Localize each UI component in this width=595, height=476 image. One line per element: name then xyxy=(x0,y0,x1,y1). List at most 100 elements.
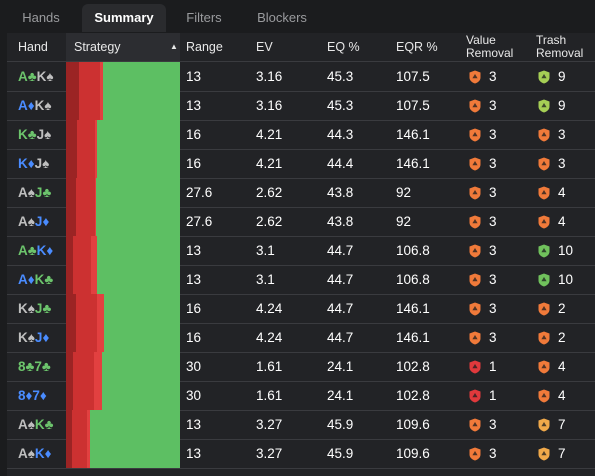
trash-removal-shield-value: 4 xyxy=(558,359,566,374)
column-header-hand[interactable]: Hand xyxy=(18,40,48,54)
table-row[interactable]: 8♣7♣ 30 1.61 24.1 102.8 1 4 xyxy=(7,352,595,382)
sort-ascending-icon[interactable]: ▲ xyxy=(170,42,178,51)
trash-removal-shield-icon xyxy=(538,215,550,229)
eqr-cell: 109.6 xyxy=(396,417,430,432)
strategy-segment-dark-red xyxy=(66,265,73,294)
card-rank: K xyxy=(18,127,28,142)
card-rank: K xyxy=(18,156,28,171)
value-removal-shield-icon xyxy=(469,70,481,84)
table-row[interactable]: 8♦7♦ 30 1.61 24.1 102.8 1 4 xyxy=(7,381,595,411)
card-rank: K xyxy=(34,417,45,432)
range-cell: 16 xyxy=(186,301,202,316)
table-row[interactable]: K♠J♣ 16 4.24 44.7 146.1 3 2 xyxy=(7,294,595,324)
column-header-eqr[interactable]: EQR % xyxy=(396,40,438,54)
table-row[interactable]: A♠K♦ 13 3.27 45.9 109.6 3 7 xyxy=(7,439,595,469)
ev-cell: 3.16 xyxy=(256,69,283,84)
tab-hands[interactable]: Hands xyxy=(22,10,60,25)
card-suit-icon: ♦ xyxy=(42,330,50,345)
strategy-segment-dark-red xyxy=(66,178,76,207)
card-suit-icon: ♣ xyxy=(44,417,54,432)
tab-filters[interactable]: Filters xyxy=(186,10,222,25)
trash-removal-shield-value: 2 xyxy=(558,330,566,345)
table-row[interactable]: A♠J♦ 27.6 2.62 43.8 92 3 4 xyxy=(7,207,595,237)
range-cell: 13 xyxy=(186,446,202,461)
column-header-trash-removal[interactable]: Trash Removal xyxy=(536,34,595,62)
ev-cell: 3.27 xyxy=(256,417,283,432)
hand-cell: A♣K♠ xyxy=(18,62,54,91)
strategy-bar xyxy=(66,439,180,468)
card-suit-icon: ♠ xyxy=(46,69,54,84)
trash-removal-shield-icon xyxy=(538,70,550,84)
hand-cell: A♠K♣ xyxy=(18,410,54,439)
card-rank: K xyxy=(34,446,45,461)
ev-cell: 1.61 xyxy=(256,359,283,374)
eqr-cell: 146.1 xyxy=(396,156,430,171)
strategy-segment-green xyxy=(103,62,180,91)
value-removal-shield-value: 3 xyxy=(489,156,497,171)
table-row[interactable]: A♦K♠ 13 3.16 45.3 107.5 3 9 xyxy=(7,91,595,121)
table-row[interactable]: K♠J♦ 16 4.24 44.7 146.1 3 2 xyxy=(7,323,595,353)
card-rank: K xyxy=(36,69,47,84)
trash-removal-shield-icon xyxy=(538,418,550,432)
value-removal-shield-icon xyxy=(469,99,481,113)
table-row[interactable]: K♦J♠ 16 4.21 44.4 146.1 3 3 xyxy=(7,149,595,179)
value-removal-shield-value: 3 xyxy=(489,417,497,432)
card-rank: 8 xyxy=(18,359,26,374)
value-removal-shield-icon xyxy=(469,418,481,432)
ev-cell: 4.21 xyxy=(256,156,283,171)
value-removal-shield-value: 3 xyxy=(489,330,497,345)
card-rank: A xyxy=(18,185,28,200)
trash-removal-shield-value: 4 xyxy=(558,185,566,200)
strategy-segment-light-red xyxy=(87,410,90,439)
tab-summary[interactable]: Summary xyxy=(82,4,166,32)
strategy-segment-light-red xyxy=(91,236,97,265)
value-removal-shield-value: 1 xyxy=(489,388,497,403)
value-removal-shield-icon xyxy=(469,273,481,287)
hand-cell: A♦K♠ xyxy=(18,91,52,120)
trash-removal-shield-icon xyxy=(538,389,550,403)
column-header-strategy[interactable]: Strategy ▲ xyxy=(66,33,180,61)
range-cell: 16 xyxy=(186,127,202,142)
column-header-trash-removal-line1: Trash xyxy=(536,33,567,47)
strategy-segment-light-red xyxy=(97,323,104,352)
card-rank: J xyxy=(34,330,43,345)
column-header-eq[interactable]: EQ % xyxy=(327,40,360,54)
range-cell: 13 xyxy=(186,69,202,84)
table-row[interactable]: A♦K♣ 13 3.1 44.7 106.8 3 10 xyxy=(7,265,595,295)
eqr-cell: 102.8 xyxy=(396,388,430,403)
value-removal-shield-value: 3 xyxy=(489,272,497,287)
card-suit-icon: ♠ xyxy=(27,446,35,461)
strategy-segment-green xyxy=(97,236,180,265)
eqr-cell: 146.1 xyxy=(396,127,430,142)
table-row[interactable]: K♣J♠ 16 4.21 44.3 146.1 3 3 xyxy=(7,120,595,150)
column-header-value-removal-line2: Removal xyxy=(466,46,514,60)
trash-removal-shield-icon xyxy=(538,186,550,200)
range-cell: 16 xyxy=(186,330,202,345)
trash-removal-shield-icon xyxy=(538,244,550,258)
strategy-bar xyxy=(66,178,180,207)
trash-removal-shield-icon xyxy=(538,157,550,171)
range-cell: 13 xyxy=(186,272,202,287)
ev-cell: 4.21 xyxy=(256,127,283,142)
table-row[interactable]: A♣K♦ 13 3.1 44.7 106.8 3 10 xyxy=(7,236,595,266)
table-row[interactable]: A♣K♠ 13 3.16 45.3 107.5 3 9 xyxy=(7,62,595,92)
strategy-segment-green xyxy=(102,381,180,410)
table-row[interactable]: A♠K♣ 13 3.27 45.9 109.6 3 7 xyxy=(7,410,595,440)
strategy-bar xyxy=(66,236,180,265)
eq-cell: 44.4 xyxy=(327,156,354,171)
trash-removal-shield-icon xyxy=(538,302,550,316)
card-rank: A xyxy=(18,214,28,229)
table-row[interactable]: A♠J♣ 27.6 2.62 43.8 92 3 4 xyxy=(7,178,595,208)
column-header-range[interactable]: Range xyxy=(186,40,223,54)
card-suit-icon: ♦ xyxy=(27,156,35,171)
strategy-bar xyxy=(66,207,180,236)
tab-blockers[interactable]: Blockers xyxy=(257,10,307,25)
card-suit-icon: ♠ xyxy=(27,330,35,345)
column-header-value-removal[interactable]: Value Removal xyxy=(466,34,532,62)
strategy-segment-red xyxy=(79,91,100,120)
column-header-ev[interactable]: EV xyxy=(256,40,273,54)
value-removal-shield-icon xyxy=(469,331,481,345)
eqr-cell: 146.1 xyxy=(396,330,430,345)
card-rank: A xyxy=(18,417,28,432)
ev-cell: 4.24 xyxy=(256,330,283,345)
